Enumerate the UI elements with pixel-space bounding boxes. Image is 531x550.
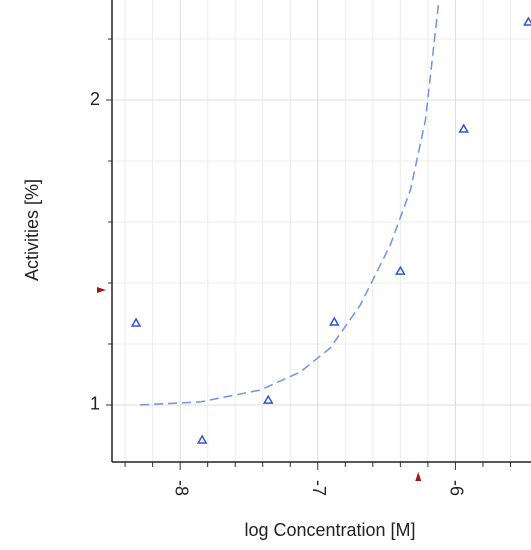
x-axis-label: log Concentration [M] (244, 520, 415, 540)
data-point (329, 316, 340, 326)
data-point (458, 123, 469, 133)
y-tick-label: 1 (90, 394, 100, 414)
data-point (395, 265, 406, 275)
data-point (196, 434, 208, 444)
data-point (130, 317, 142, 327)
x-marker (415, 472, 422, 481)
x-tick-label: -7 (309, 480, 329, 496)
x-tick-label: -8 (171, 480, 191, 496)
x-tick-label: -6 (447, 480, 467, 496)
y-tick-label: 2 (90, 89, 100, 109)
y-marker (97, 287, 106, 294)
fit-curve (140, 5, 440, 406)
data-point (523, 16, 531, 26)
y-axis-label: Activities [%] (22, 179, 42, 281)
data-point (262, 394, 274, 404)
